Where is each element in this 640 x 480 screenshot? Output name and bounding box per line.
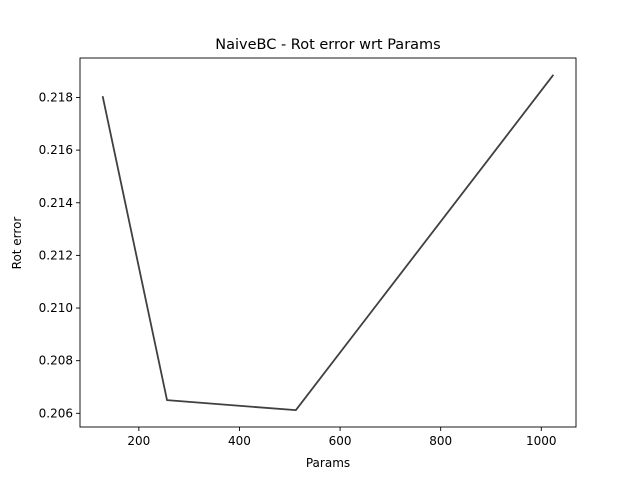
y-tick-label: 0.218	[39, 90, 73, 104]
y-tick-label: 0.214	[39, 196, 73, 210]
axes-frame	[79, 57, 577, 428]
x-axis-label: Params	[306, 456, 350, 470]
x-tick-label: 1000	[526, 434, 557, 448]
chart-title: NaiveBC - Rot error wrt Params	[215, 37, 440, 53]
x-tick-label: 800	[429, 434, 452, 448]
series-line-0	[101, 74, 555, 412]
y-tick-label: 0.206	[39, 406, 73, 420]
y-tick-label: 0.210	[39, 301, 73, 315]
y-tick-label: 0.212	[39, 248, 73, 262]
x-tick-label: 600	[329, 434, 352, 448]
y-tick-label: 0.216	[39, 143, 73, 157]
x-tick-label: 200	[127, 434, 150, 448]
x-tick-label: 400	[228, 434, 251, 448]
plot-area: 200 400 600 800 1000 0.206 0.208 0.210 0.212 0.21…	[39, 57, 577, 448]
y-axis-label: Rot error	[10, 217, 24, 270]
y-tick-label: 0.208	[39, 354, 73, 368]
